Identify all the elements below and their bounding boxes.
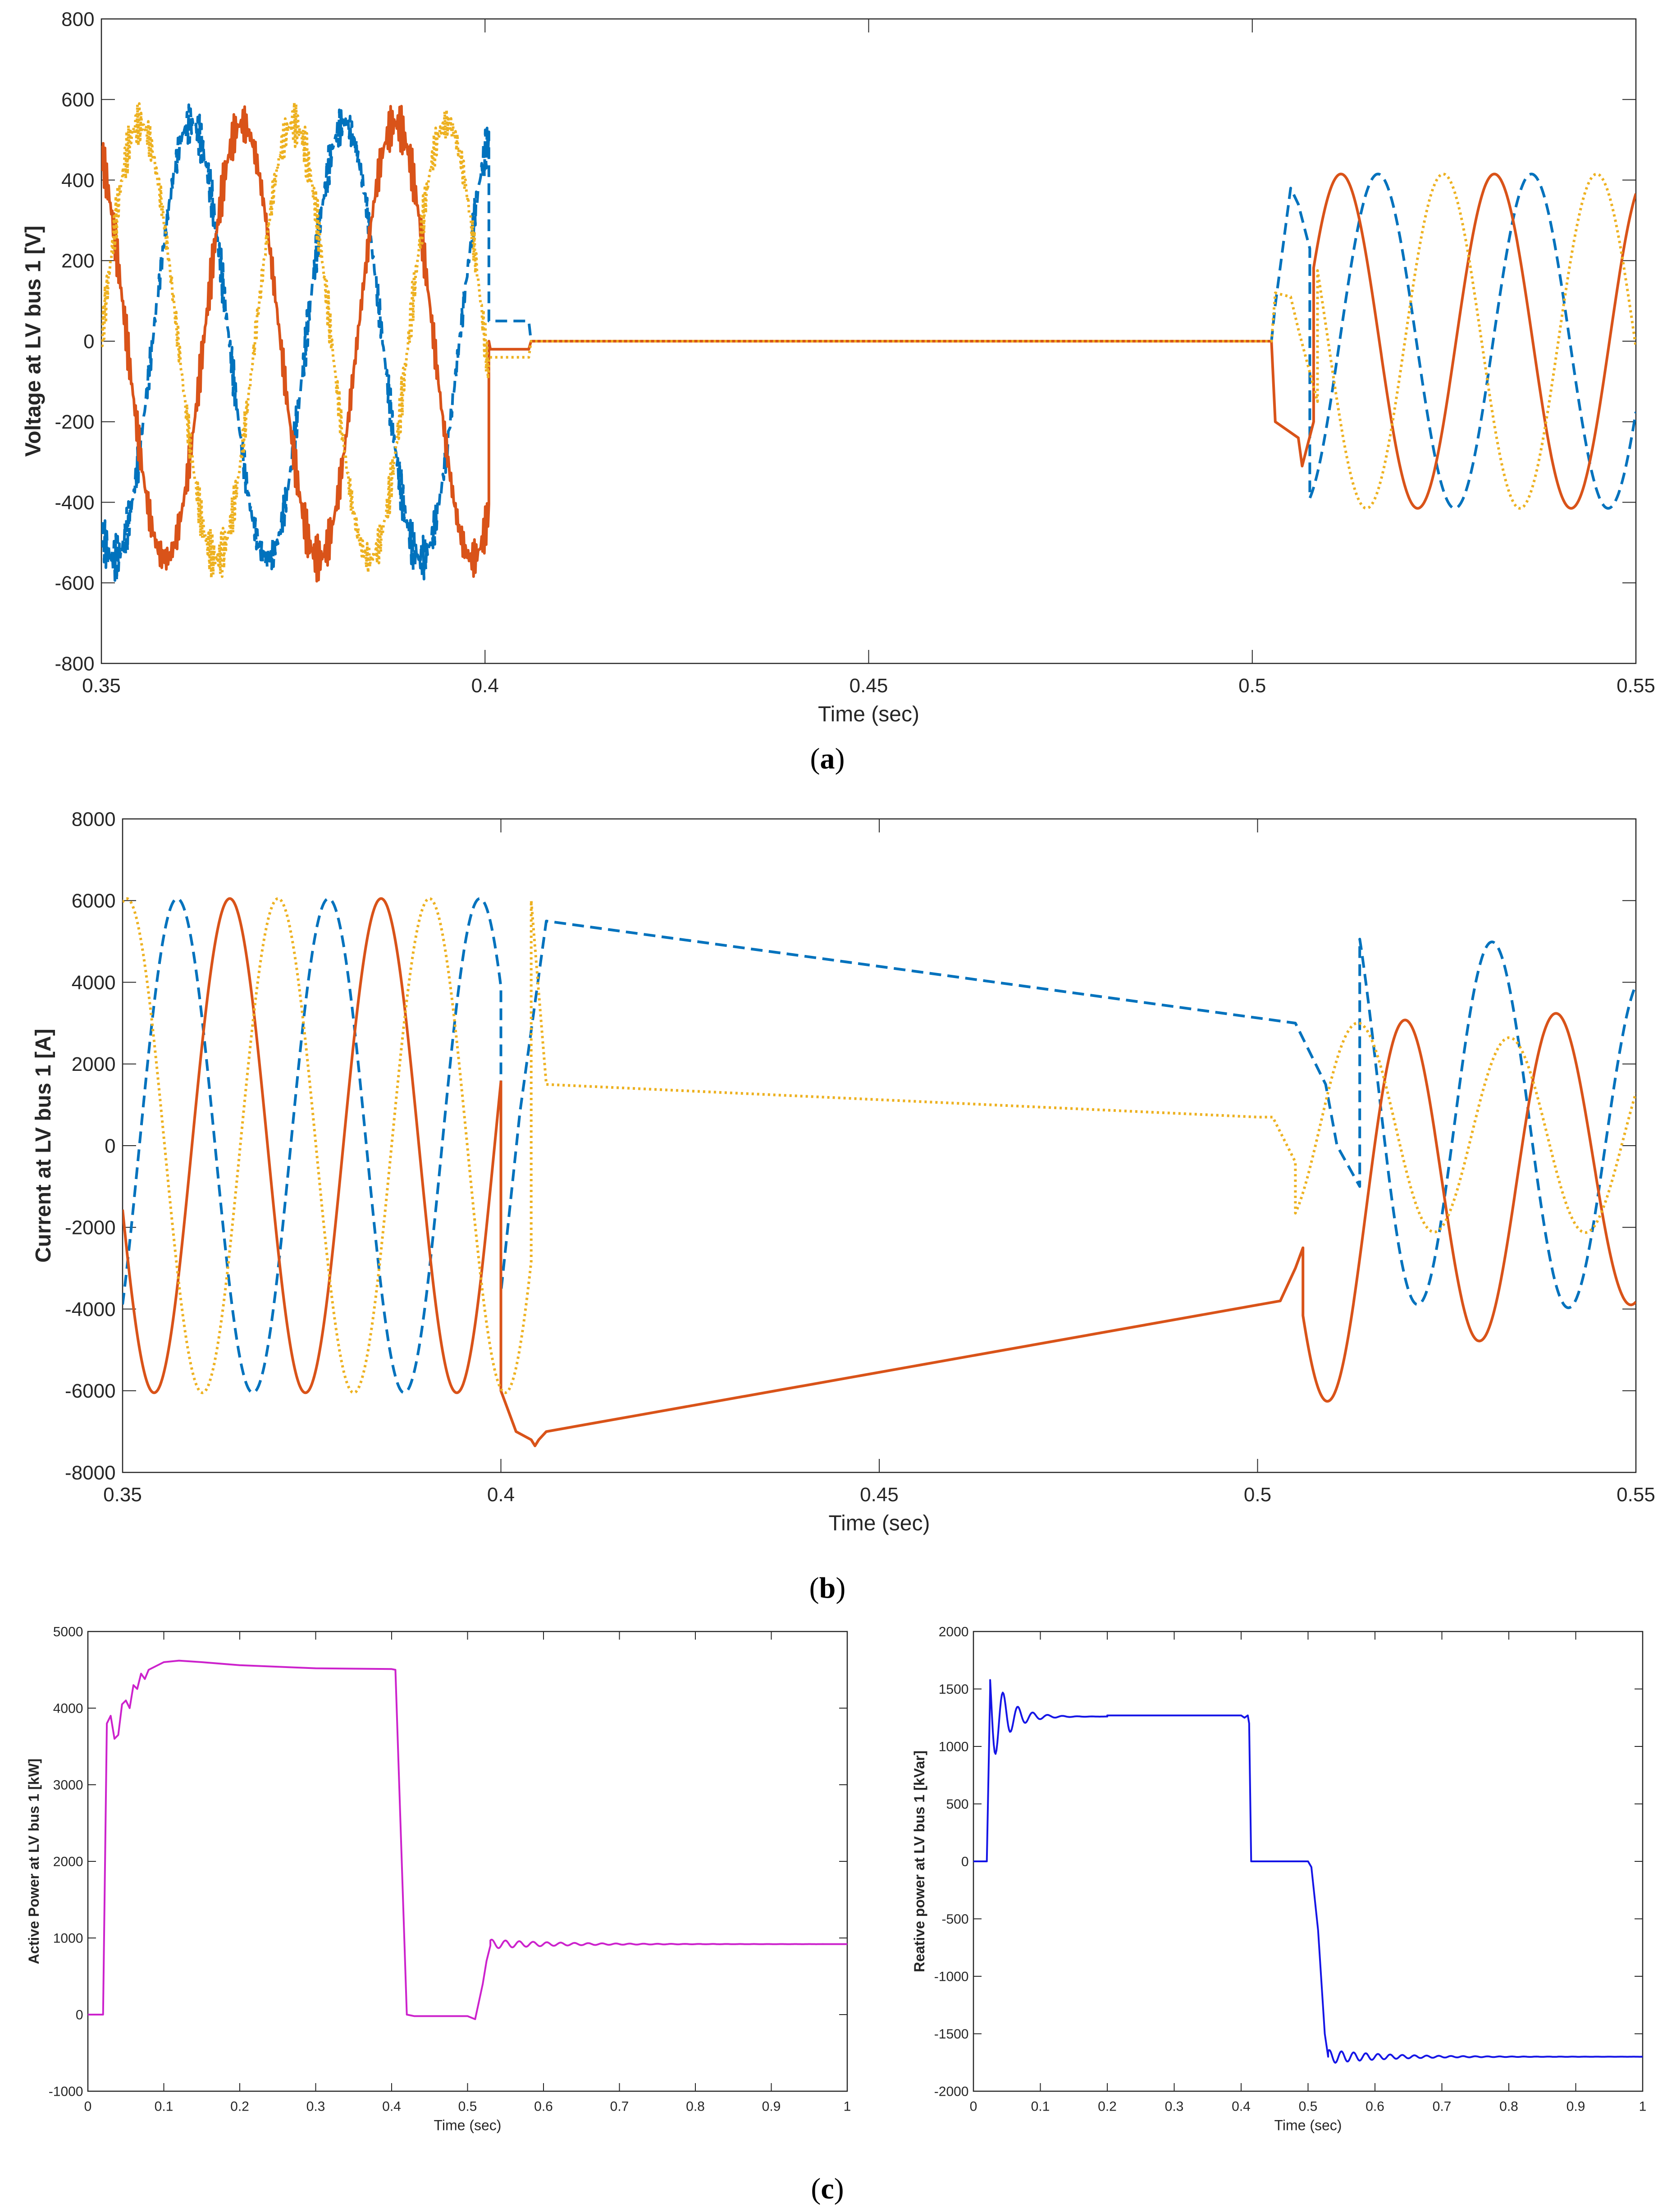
x-tick-label: 0.3 [1165,2099,1184,2114]
y-tick-label: -600 [55,572,95,594]
x-tick-label: 0.7 [610,2099,629,2114]
y-tick-label: -200 [55,411,95,433]
series-line-phase-b [123,897,1636,1448]
x-tick-label: 0.7 [1433,2099,1452,2114]
y-tick-label: 500 [946,1797,968,1812]
y-tick-label: 800 [61,8,94,30]
y-tick-label: -1000 [49,2084,83,2099]
x-tick-label: 0.5 [1299,2099,1318,2114]
x-tick-label: 0.45 [860,1484,899,1506]
x-tick-label: 0.4 [487,1484,515,1506]
y-tick-label: -2000 [65,1217,116,1239]
panel-caption: (b) [809,1572,846,1604]
chart-a: 0.35 0.4 0.45 0.5 0.55 -800 -600 -400 -200 0 200 40… [21,8,1655,775]
x-tick-label: 0.55 [1617,675,1655,697]
panel-caption: (a) [810,742,845,775]
x-axis-label: Time (sec) [818,703,919,727]
plot-area [87,1631,848,2092]
x-tick-label: 0.8 [686,2099,705,2114]
x-tick-label: 0.5 [1238,675,1266,697]
y-tick-label: 4000 [53,1701,83,1716]
x-tick-label: 0.3 [306,2099,325,2114]
y-tick-label: -500 [941,1912,968,1927]
plot-area [122,818,1637,1473]
x-axis-label: Time (sec) [434,2117,502,2134]
x-tick-label: 0.8 [1499,2099,1518,2114]
series-line-reactive-power [973,1679,1643,2064]
x-tick-label: 0.55 [1617,1484,1655,1506]
x-tick-label: 0.6 [534,2099,553,2114]
y-axis-label: Active Power at LV bus 1 [kW] [26,1759,42,1964]
y-tick-label: -4000 [65,1298,116,1321]
y-tick-label: 6000 [72,890,116,912]
chart-c2: 0 0.1 0.2 0.3 0.4 0.5 0.6 0.7 0.8 0.9 1 -2000 -1500 -… [911,1625,1646,2134]
y-tick-label: 1500 [939,1682,969,1697]
y-tick-label: 5000 [53,1625,83,1640]
series-line-phase-a [123,897,1636,1394]
x-tick-label: 0.2 [230,2099,249,2114]
x-tick-label: 0.4 [471,675,499,697]
x-tick-label: 0.45 [849,675,888,697]
y-axis-label: Voltage at LV bus 1 [V] [21,226,45,457]
y-tick-label: 0 [83,330,94,352]
y-axis-label: Reative power at LV bus 1 [kVar] [911,1750,927,1972]
x-tick-label: 0 [84,2099,92,2114]
y-tick-label: 1000 [939,1740,969,1755]
y-axis-label: Current at LV bus 1 [A] [32,1028,55,1262]
x-tick-label: 0.2 [1098,2099,1117,2114]
x-tick-label: 1 [1639,2099,1647,2114]
y-tick-label: 4000 [72,972,116,994]
x-tick-label: 0.4 [1232,2099,1251,2114]
panel-caption: (c) [811,2172,844,2205]
series-line-phase-b [101,105,1636,583]
x-tick-label: 0.1 [1031,2099,1050,2114]
x-tick-label: 1 [844,2099,851,2114]
y-tick-label: -8000 [65,1462,116,1484]
x-tick-label: 0.9 [762,2099,781,2114]
x-axis-label: Time (sec) [1274,2117,1342,2134]
y-tick-label: 400 [61,169,94,192]
y-tick-label: -1000 [934,1970,969,1984]
y-tick-label: 0 [105,1135,115,1157]
series-line-active-power [88,1659,847,2020]
y-tick-label: 200 [61,250,94,272]
series-line-phase-c [101,101,1636,580]
y-tick-label: 2000 [53,1855,83,1869]
x-tick-label: 0.6 [1366,2099,1384,2114]
y-tick-label: 2000 [72,1053,116,1075]
x-tick-label: 0.35 [82,675,121,697]
chart-c1: 0 0.1 0.2 0.3 0.4 0.5 0.6 0.7 0.8 0.9 1-1000010002… [26,1625,851,2206]
y-tick-label: 1000 [53,1931,83,1946]
x-tick-label: 0.35 [103,1484,142,1506]
x-tick-label: 0.4 [382,2099,401,2114]
y-tick-label: 600 [61,89,94,111]
y-tick-label: 3000 [53,1778,83,1793]
y-tick-label: 8000 [72,808,116,830]
x-tick-label: 0 [970,2099,977,2114]
y-tick-label: -800 [55,653,95,675]
y-tick-label: 0 [961,1855,969,1869]
y-tick-label: 2000 [939,1625,969,1640]
x-tick-label: 0.5 [458,2099,477,2114]
y-tick-label: -2000 [934,2084,969,2099]
y-tick-label: -400 [55,492,95,514]
series-line-phase-a [101,103,1636,583]
chart-b: 0.35 0.4 0.45 0.5 0.55 -8000 -6000 -4000 -2000 0 2… [32,808,1655,1604]
y-tick-label: -1500 [934,2027,969,2042]
x-axis-label: Time (sec) [829,1512,930,1536]
x-tick-label: 0.5 [1244,1484,1271,1506]
x-tick-label: 0.9 [1567,2099,1585,2114]
y-tick-label: 0 [76,2008,83,2023]
y-tick-label: -6000 [65,1380,116,1402]
x-tick-label: 0.1 [155,2099,174,2114]
